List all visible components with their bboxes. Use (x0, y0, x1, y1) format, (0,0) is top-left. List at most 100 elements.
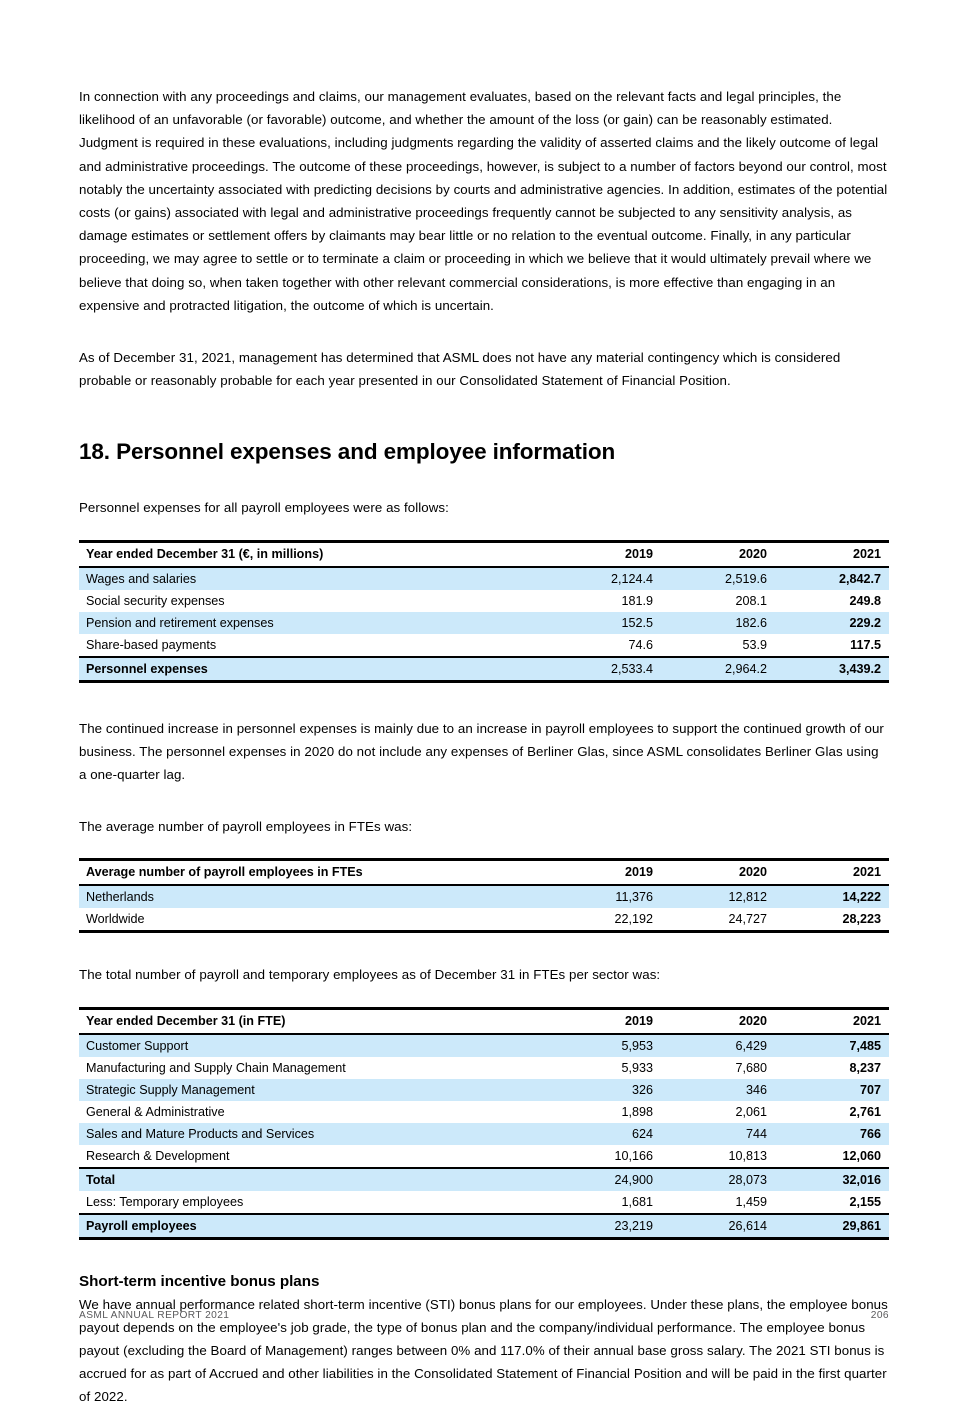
cell-2020: 28,073 (661, 1166, 775, 1191)
cell-2019: 1,681 (547, 1190, 661, 1214)
cell-2021: 117.5 (775, 633, 889, 657)
cell-2020: 6,429 (661, 1033, 775, 1057)
document-page: In connection with any proceedings and c… (79, 0, 889, 1409)
row-label: Share-based payments (79, 633, 547, 657)
cell-2020: 10,813 (661, 1144, 775, 1168)
cell-2020: 182.6 (661, 611, 775, 634)
spacer (79, 392, 889, 438)
table-row: Customer Support 5,953 6,429 7,485 (79, 1033, 889, 1057)
column-header-2021: 2021 (775, 858, 889, 887)
table-row: Manufacturing and Supply Chain Managemen… (79, 1056, 889, 1079)
table-row: Social security expenses 181.9 208.1 249… (79, 589, 889, 612)
spacer (79, 683, 889, 717)
cell-2019: 23,219 (547, 1212, 661, 1240)
cell-2021: 2,155 (775, 1190, 889, 1214)
row-label: General & Administrative (79, 1100, 547, 1123)
spacer (79, 317, 889, 346)
cell-2019: 624 (547, 1122, 661, 1145)
column-header-2020: 2020 (661, 858, 775, 887)
column-header-2021: 2021 (775, 1006, 889, 1035)
cell-2020: 12,812 (661, 885, 775, 909)
paragraph-personnel-commentary: The continued increase in personnel expe… (79, 720, 884, 783)
table-row: Wages and salaries 2,124.4 2,519.6 2,842… (79, 566, 889, 590)
cell-2021: 12,060 (775, 1144, 889, 1168)
row-label: Manufacturing and Supply Chain Managemen… (79, 1056, 547, 1079)
row-label: Strategic Supply Management (79, 1078, 547, 1101)
cell-2019: 326 (547, 1078, 661, 1101)
cell-2021: 7,485 (775, 1033, 889, 1057)
column-header-2019: 2019 (547, 1006, 661, 1035)
cell-2019: 74.6 (547, 633, 661, 657)
cell-2020: 744 (661, 1122, 775, 1145)
column-header-2020: 2020 (661, 1006, 775, 1035)
column-header-2019: 2019 (547, 539, 661, 568)
spacer (79, 838, 889, 858)
footer-page-number: 206 (870, 1310, 889, 1321)
cell-2019: 1,898 (547, 1100, 661, 1123)
cell-2019: 10,166 (547, 1144, 661, 1168)
table-header-row: Average number of payroll employees in F… (79, 858, 889, 887)
table-average-ftes: Average number of payroll employees in F… (79, 858, 889, 934)
cell-2019: 181.9 (547, 589, 661, 612)
cell-2020: 346 (661, 1078, 775, 1101)
cell-2021: 249.8 (775, 589, 889, 612)
paragraph-contingency-evaluation: In connection with any proceedings and c… (79, 89, 888, 313)
row-label: Payroll employees (79, 1212, 547, 1240)
cell-2019: 152.5 (547, 611, 661, 634)
cell-2020: 2,061 (661, 1100, 775, 1123)
cell-2021: 766 (775, 1122, 889, 1145)
cell-2020: 2,519.6 (661, 566, 775, 590)
cell-2021: 3,439.2 (775, 655, 889, 683)
cell-2021: 707 (775, 1078, 889, 1101)
page-title: 18. Personnel expenses and employee info… (79, 439, 616, 465)
table-row: Research & Development 10,166 10,813 12,… (79, 1144, 889, 1168)
cell-2021: 2,761 (775, 1100, 889, 1123)
paragraph-sector-ftes-intro: The total number of payroll and temporar… (79, 967, 661, 983)
table-row: General & Administrative 1,898 2,061 2,7… (79, 1100, 889, 1123)
row-label: Social security expenses (79, 589, 547, 612)
row-label: Personnel expenses (79, 655, 547, 683)
spacer (79, 987, 889, 1007)
spacer (79, 786, 889, 815)
footer-report-name: ASML ANNUAL REPORT 2021 (79, 1310, 230, 1321)
cell-2019: 11,376 (547, 885, 661, 909)
table-personnel-expenses: Year ended December 31 (€, in millions) … (79, 539, 889, 683)
table-row: Netherlands 11,376 12,812 14,222 (79, 885, 889, 909)
cell-2021: 2,842.7 (775, 566, 889, 590)
cell-2020: 1,459 (661, 1190, 775, 1214)
cell-2021: 29,861 (775, 1212, 889, 1240)
table-row: Less: Temporary employees 1,681 1,459 2,… (79, 1190, 889, 1214)
cell-2020: 53.9 (661, 633, 775, 657)
spacer (79, 466, 889, 496)
cell-2020: 7,680 (661, 1056, 775, 1079)
column-header-label: Year ended December 31 (€, in millions) (79, 539, 547, 568)
cell-2019: 24,900 (547, 1166, 661, 1191)
paragraph-average-ftes-intro: The average number of payroll employees … (79, 819, 413, 835)
column-header-label: Average number of payroll employees in F… (79, 858, 547, 887)
table-total-row: Total 24,900 28,073 32,016 (79, 1166, 889, 1191)
row-label: Total (79, 1166, 547, 1191)
table-row: Share-based payments 74.6 53.9 117.5 (79, 633, 889, 657)
row-label: Wages and salaries (79, 566, 547, 590)
spacer (79, 933, 889, 963)
cell-2019: 2,533.4 (547, 655, 661, 683)
cell-2019: 5,933 (547, 1056, 661, 1079)
cell-2021: 28,223 (775, 908, 889, 934)
cell-2021: 229.2 (775, 611, 889, 634)
column-header-label: Year ended December 31 (in FTE) (79, 1006, 547, 1035)
cell-2020: 26,614 (661, 1212, 775, 1240)
cell-2019: 5,953 (547, 1033, 661, 1057)
table-header-row: Year ended December 31 (in FTE) 2019 202… (79, 1006, 889, 1035)
cell-2021: 32,016 (775, 1166, 889, 1191)
row-label: Sales and Mature Products and Services (79, 1122, 547, 1145)
row-label: Worldwide (79, 908, 547, 934)
table-row: Pension and retirement expenses 152.5 18… (79, 611, 889, 634)
table-sector-ftes: Year ended December 31 (in FTE) 2019 202… (79, 1006, 889, 1240)
row-label: Research & Development (79, 1144, 547, 1168)
cell-2021: 8,237 (775, 1056, 889, 1079)
table-row: Worldwide 22,192 24,727 28,223 (79, 908, 889, 934)
spacer (79, 520, 889, 540)
paragraph-material-contingency: As of December 31, 2021, management has … (79, 350, 841, 389)
row-label: Customer Support (79, 1033, 547, 1057)
row-label: Netherlands (79, 885, 547, 909)
